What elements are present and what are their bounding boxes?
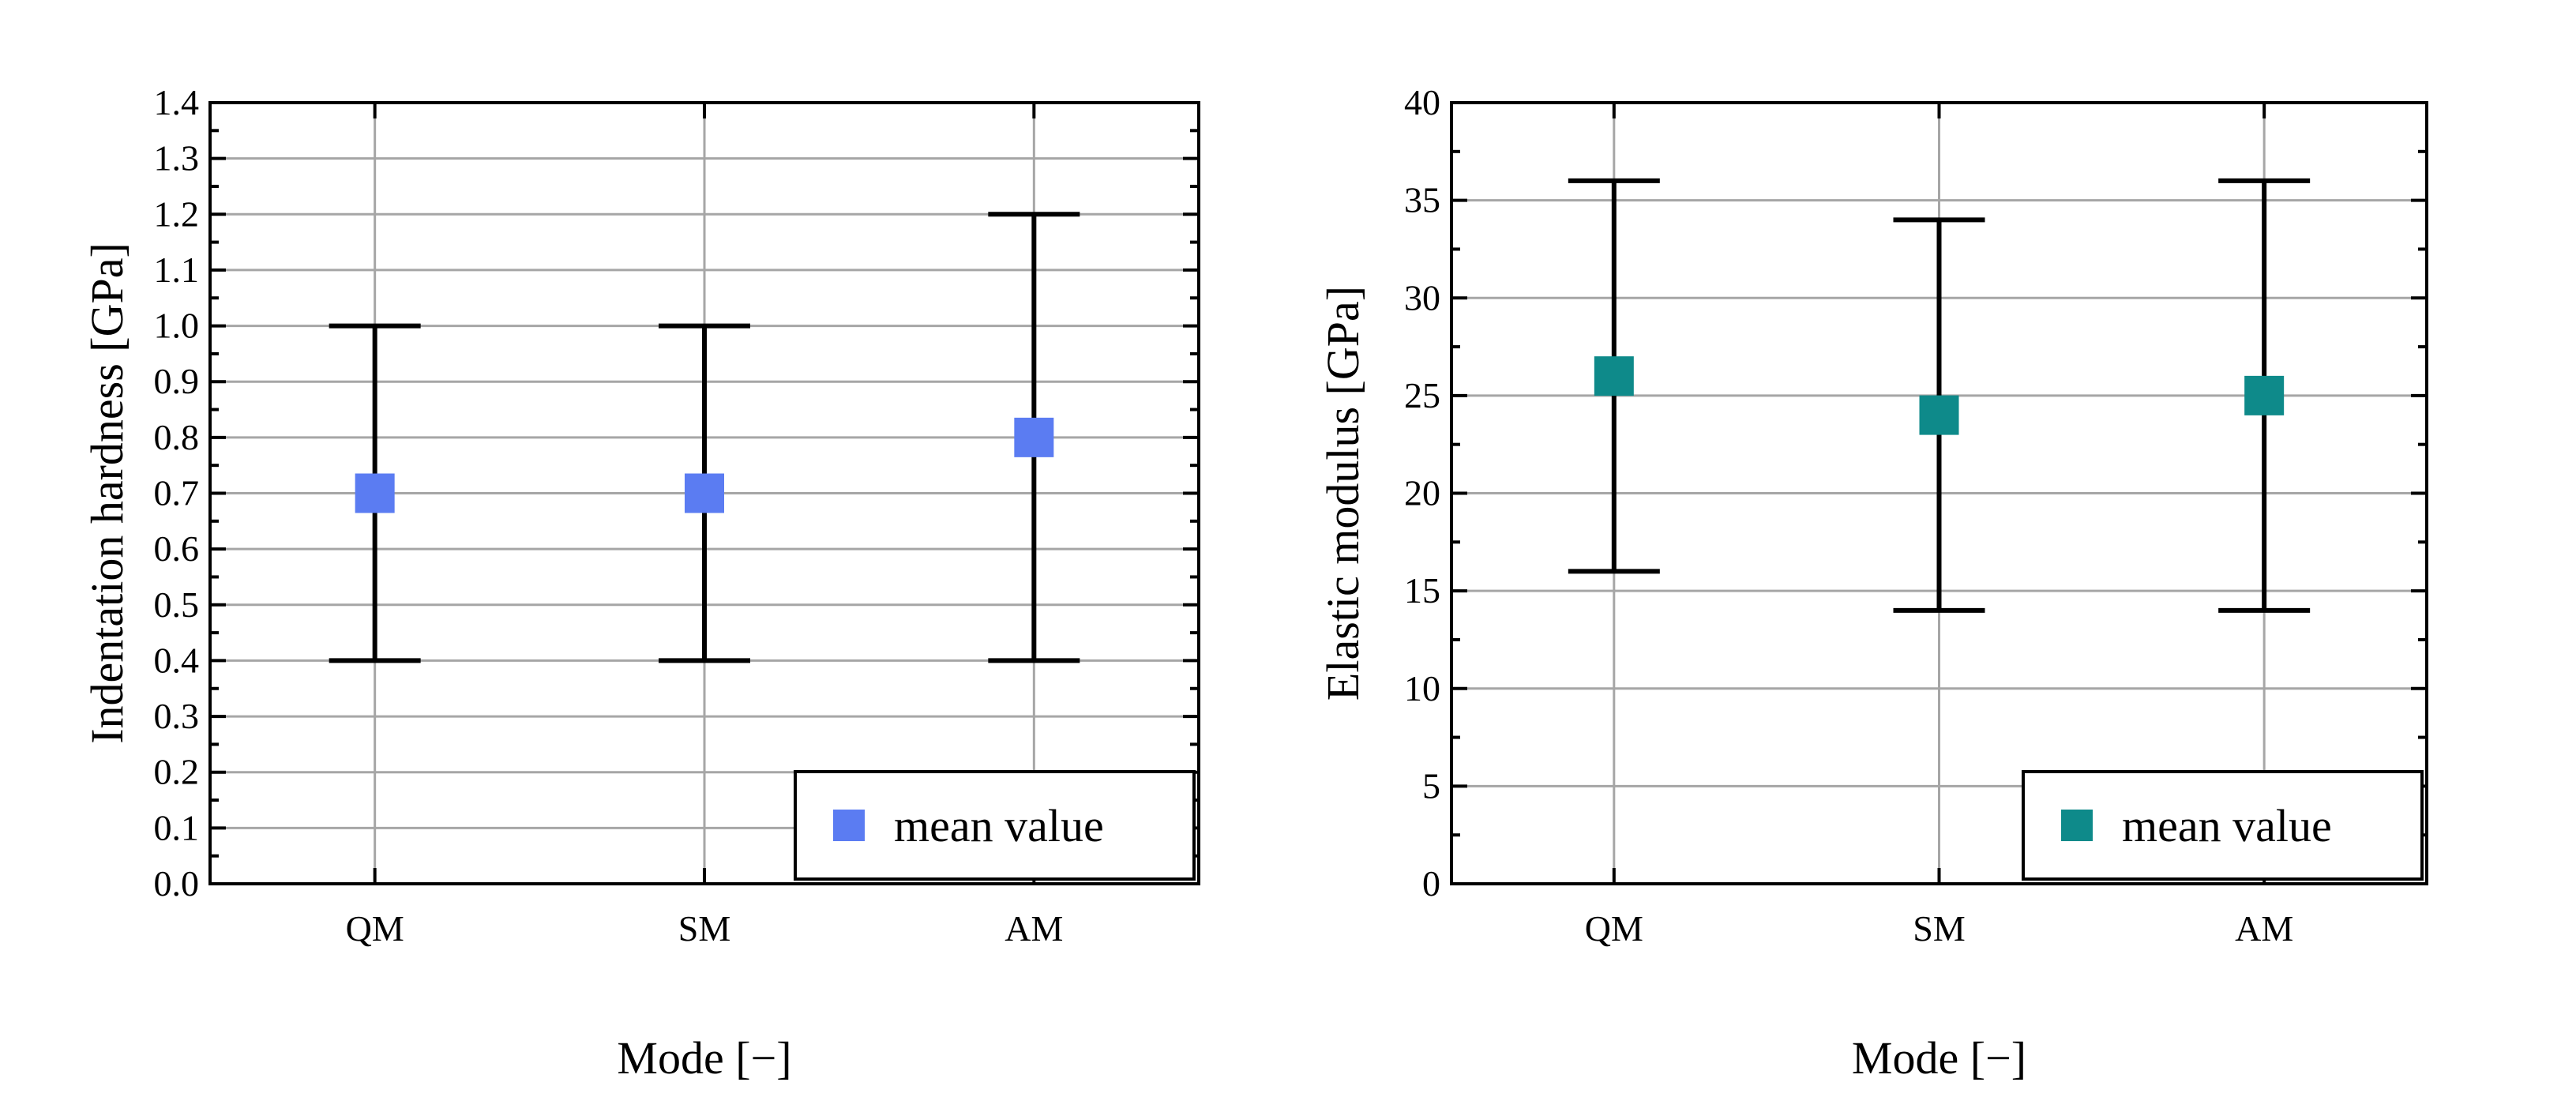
x-tick-label: SM <box>1913 908 1965 949</box>
y-tick-label: 1.3 <box>154 138 200 178</box>
mean-marker-sm <box>685 473 724 513</box>
x-tick-label: AM <box>2235 908 2293 949</box>
x-tick-label: SM <box>678 908 730 949</box>
y-tick-label: 0.0 <box>154 863 200 904</box>
legend: mean value <box>794 770 1196 881</box>
x-axis-title: Mode [−] <box>1852 1032 2026 1084</box>
y-tick-label: 1.1 <box>154 250 200 290</box>
y-tick-label: 0.3 <box>154 696 200 736</box>
mean-marker-qm <box>1594 356 1634 396</box>
mean-marker-am <box>1014 417 1054 457</box>
y-tick-label: 0 <box>1422 863 1440 904</box>
chart-panel-1: 0.0 0.1 0.2 0.3 0.4 0.5 0.6 0.7 0.8 0.9 1.0 1.1 1.2 1… <box>81 82 1200 1084</box>
mean-marker-qm <box>355 473 395 513</box>
y-tick-label: 5 <box>1422 765 1440 806</box>
legend: mean value <box>2022 770 2424 881</box>
y-tick-label: 40 <box>1404 82 1440 122</box>
y-tick-label: 30 <box>1404 277 1440 318</box>
mean-marker-am <box>2244 375 2285 415</box>
legend-marker <box>833 810 865 841</box>
y-tick-label: 10 <box>1404 668 1440 708</box>
y-tick-label: 20 <box>1404 473 1440 513</box>
y-tick-label: 0.8 <box>154 417 200 457</box>
y-tick-label: 15 <box>1404 570 1440 611</box>
y-tick-label: 1.4 <box>154 82 200 122</box>
x-axis-title: Mode [−] <box>617 1032 791 1084</box>
y-tick-label: 35 <box>1404 180 1440 220</box>
mean-marker-sm <box>1919 395 1959 435</box>
y-tick-label: 0.6 <box>154 528 200 569</box>
y-tick-label: 0.2 <box>154 752 200 792</box>
x-tick-label: AM <box>1004 908 1063 949</box>
y-tick-label: 1.2 <box>154 194 200 234</box>
legend-label: mean value <box>894 800 1104 851</box>
y-axis-title: Elastic modulus [GPa] <box>1317 286 1369 701</box>
y-tick-label: 0.1 <box>154 807 200 847</box>
x-tick-label: QM <box>1585 908 1643 949</box>
y-tick-label: 25 <box>1404 375 1440 415</box>
x-tick-label: QM <box>346 908 404 949</box>
y-tick-label: 0.4 <box>154 640 200 680</box>
y-tick-label: 0.5 <box>154 584 200 625</box>
y-tick-label: 1.0 <box>154 306 200 346</box>
legend-marker <box>2061 810 2093 841</box>
y-axis-title: Indentation hardness [GPa] <box>81 242 133 744</box>
y-tick-label: 0.9 <box>154 361 200 401</box>
legend-label: mean value <box>2122 800 2332 851</box>
chart-panel-2: 0 5 10 15 20 25 30 35 40 QM SM AM mean value Mode [−]… <box>1317 82 2428 1084</box>
y-tick-label: 0.7 <box>154 473 200 513</box>
